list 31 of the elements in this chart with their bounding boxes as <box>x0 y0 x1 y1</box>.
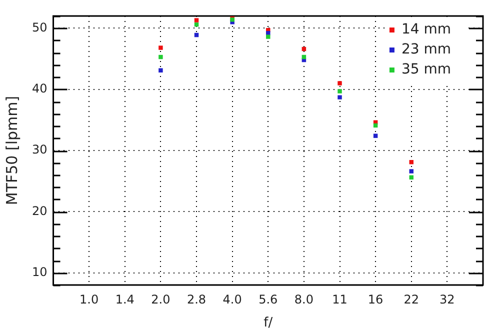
x-tick-label: 1.0 <box>80 292 99 306</box>
point <box>409 169 414 174</box>
point <box>338 95 342 100</box>
x-tick-label: 16 <box>368 292 384 306</box>
y-tick-label: 10 <box>32 264 48 279</box>
y-tick-label: 20 <box>32 204 48 218</box>
point <box>338 81 342 86</box>
x-tick-label: 11 <box>332 292 348 306</box>
point <box>194 18 199 22</box>
legend-label: 23 mm <box>401 42 452 58</box>
y-tick-label: 50 <box>32 20 48 34</box>
x-tick-label: 2.8 <box>186 292 206 306</box>
x-tick-label: 32 <box>440 292 455 306</box>
legend-label: 14 mm <box>401 22 452 38</box>
point <box>338 89 342 94</box>
point <box>266 34 270 39</box>
x-tick-label: 8.0 <box>294 292 314 306</box>
x-tick-label: 22 <box>404 292 420 306</box>
x-tick-label: 1.4 <box>115 292 134 306</box>
point <box>158 54 163 60</box>
legend-label: 35 mm <box>401 62 452 78</box>
y-tick-label: 30 <box>32 142 48 157</box>
point <box>373 134 378 138</box>
y-tick-label: 40 <box>32 81 48 96</box>
x-tick-label: 4.0 <box>222 292 242 306</box>
x-tick-label: 2.0 <box>151 292 170 306</box>
x-axis-title: f/ <box>264 316 274 331</box>
point <box>158 68 163 73</box>
x-tick-label: 5.6 <box>258 292 278 306</box>
point <box>158 46 163 50</box>
y-axis-title: MTF50 [lpmm] <box>2 96 21 206</box>
